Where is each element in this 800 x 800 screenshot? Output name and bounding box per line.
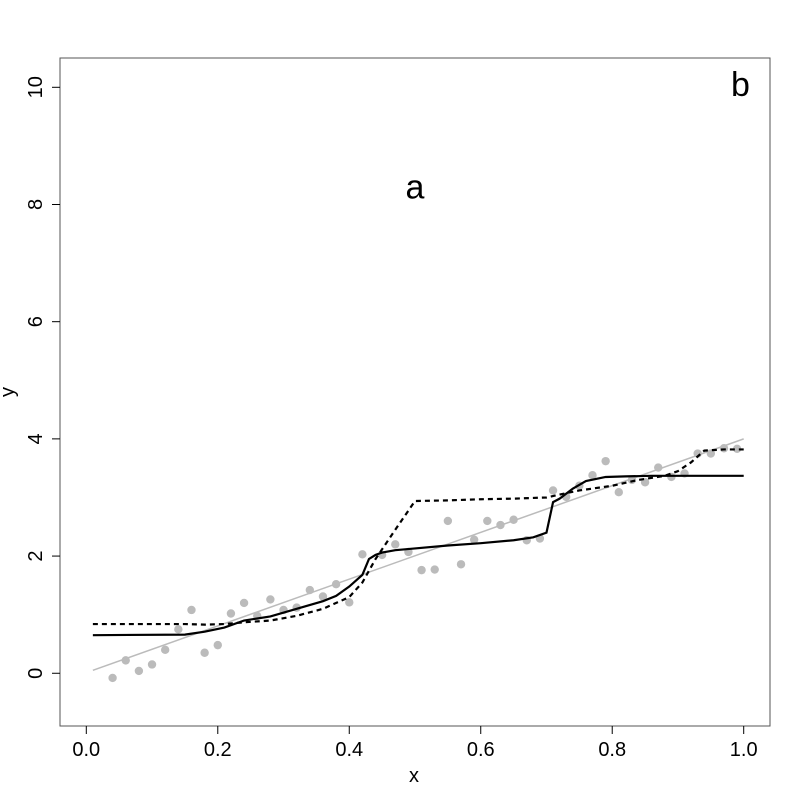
annotation-a: a: [406, 169, 425, 207]
x-tick-label: 0.0: [72, 739, 100, 761]
data-point: [200, 648, 209, 657]
data-point: [588, 471, 597, 480]
data-point: [443, 516, 453, 526]
x-tick-label: 0.8: [598, 739, 626, 761]
data-point: [456, 560, 466, 569]
x-tick-label: 1.0: [730, 739, 758, 761]
y-tick-label: 10: [25, 76, 47, 98]
y-axis: 0 2 4 6 8 10: [25, 76, 60, 679]
data-point: [174, 625, 183, 634]
data-point: [469, 535, 479, 544]
data-point: [134, 666, 144, 676]
solid-fit-line: [92, 474, 744, 637]
y-tick-label: 4: [25, 433, 47, 444]
data-point: [614, 488, 623, 497]
data-point: [719, 444, 729, 453]
reference-line: [92, 438, 744, 672]
x-tick-label: 0.4: [335, 739, 363, 761]
data-point: [187, 605, 196, 615]
data-point: [266, 595, 275, 604]
scatter-points: [108, 444, 742, 683]
data-point: [601, 456, 610, 466]
y-axis-label: y: [0, 387, 19, 397]
data-point: [121, 656, 130, 665]
y-tick-label: 6: [25, 316, 47, 327]
x-tick-label: 0.2: [204, 739, 232, 761]
data-point: [345, 598, 354, 607]
data-point: [496, 520, 505, 530]
data-point: [318, 592, 328, 601]
x-axis: 0.0 0.2 0.4 0.6 0.8 1.0: [72, 726, 758, 761]
annotation-b: b: [731, 66, 750, 104]
data-point: [358, 550, 367, 559]
x-axis-label: x: [409, 765, 419, 787]
y-tick-label: 2: [25, 551, 47, 562]
data-point: [509, 515, 518, 524]
data-point: [147, 660, 157, 669]
data-point: [430, 565, 439, 574]
data-point: [331, 579, 341, 589]
data-point: [213, 640, 222, 650]
data-point: [483, 516, 492, 526]
data-point: [548, 486, 558, 495]
y-tick-label: 8: [25, 199, 47, 210]
data-point: [239, 598, 249, 608]
data-point: [654, 463, 663, 472]
data-point: [305, 585, 315, 595]
x-tick-label: 0.6: [467, 739, 495, 761]
annotations: ab: [406, 66, 750, 207]
data-point: [732, 444, 742, 454]
plot-frame: [59, 57, 771, 727]
data-point: [226, 609, 236, 618]
y-tick-label: 0: [25, 668, 47, 679]
data-point: [417, 565, 426, 575]
data-point: [706, 449, 716, 458]
dashed-fit-line: [92, 448, 744, 626]
data-point: [108, 673, 117, 683]
data-point: [160, 645, 170, 655]
data-point: [391, 540, 400, 549]
